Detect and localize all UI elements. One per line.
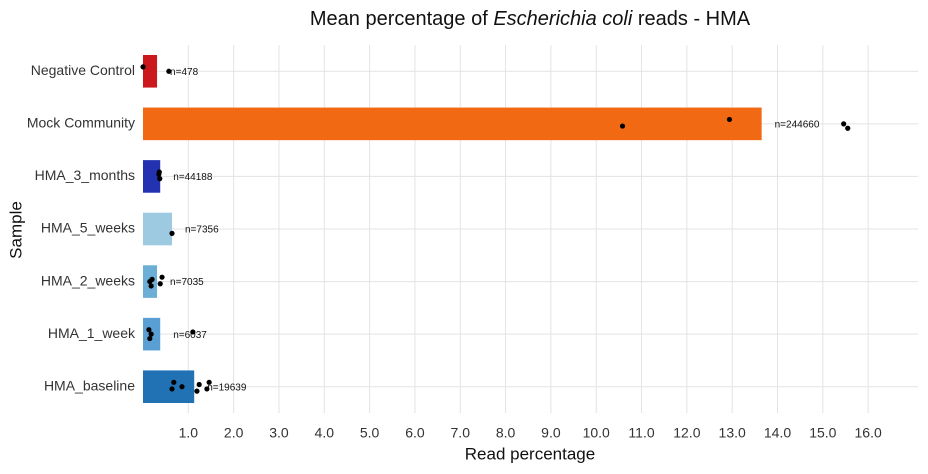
data-point bbox=[204, 386, 210, 392]
bar bbox=[143, 160, 161, 193]
x-tick-label: 6.0 bbox=[405, 425, 425, 441]
data-point bbox=[149, 276, 155, 282]
data-point bbox=[157, 176, 163, 182]
bar bbox=[143, 212, 173, 246]
bar bbox=[143, 107, 762, 141]
y-tick-label: HMA_1_week bbox=[48, 325, 136, 341]
count-label: n=7035 bbox=[170, 277, 204, 288]
x-tick-label: 11.0 bbox=[628, 425, 654, 441]
x-tick-label: 10.0 bbox=[583, 425, 610, 441]
y-tick-label: Mock Community bbox=[27, 115, 135, 131]
data-point bbox=[148, 331, 154, 337]
data-point bbox=[841, 121, 847, 127]
y-tick-label: HMA_2_weeks bbox=[41, 272, 135, 288]
data-point bbox=[146, 327, 152, 333]
y-tick-label: HMA_baseline bbox=[44, 377, 135, 393]
data-point bbox=[190, 329, 196, 335]
x-tick-label: 15.0 bbox=[809, 425, 836, 441]
count-label: n=7356 bbox=[185, 225, 219, 236]
data-point bbox=[159, 274, 165, 280]
data-point bbox=[196, 381, 202, 388]
data-point bbox=[148, 283, 154, 289]
data-point bbox=[619, 123, 626, 129]
y-tick-label: HMA_3_months bbox=[35, 167, 135, 183]
x-tick-label: 3.0 bbox=[269, 425, 289, 441]
title-part: reads - HMA bbox=[632, 8, 750, 30]
x-tick-label: 1.0 bbox=[179, 425, 199, 441]
chart-title: Mean percentage of Escherichia coli read… bbox=[310, 8, 751, 30]
data-point bbox=[169, 386, 175, 392]
x-tick-label: 7.0 bbox=[451, 425, 471, 441]
x-tick-label: 4.0 bbox=[315, 425, 335, 441]
count-label: n=244660 bbox=[775, 119, 820, 130]
x-tick-label: 14.0 bbox=[764, 425, 791, 441]
data-point bbox=[140, 64, 146, 70]
data-point bbox=[206, 379, 212, 385]
bar bbox=[143, 54, 158, 88]
data-point bbox=[166, 68, 172, 74]
x-tick-label: 9.0 bbox=[541, 425, 561, 441]
data-point bbox=[169, 230, 175, 236]
data-point bbox=[845, 125, 851, 131]
data-point bbox=[194, 388, 200, 394]
x-tick-label: 12.0 bbox=[673, 425, 700, 441]
title-part: Mean percentage of bbox=[310, 8, 493, 30]
x-tick-label: 13.0 bbox=[719, 425, 746, 441]
count-label: n=6037 bbox=[173, 330, 207, 341]
y-tick-label: HMA_5_weeks bbox=[41, 220, 135, 236]
x-tick-label: 5.0 bbox=[360, 425, 380, 441]
y-tick-label: Negative Control bbox=[31, 62, 135, 78]
x-axis-label: Read percentage bbox=[465, 444, 595, 463]
count-label: n=44188 bbox=[173, 172, 213, 183]
title-part: Escherichia coli bbox=[493, 8, 633, 30]
count-label: n=478 bbox=[170, 67, 199, 78]
x-tick-label: 8.0 bbox=[496, 425, 516, 441]
x-tick-label: 2.0 bbox=[224, 425, 244, 441]
y-axis-label: Sample bbox=[6, 201, 25, 259]
data-point bbox=[156, 169, 162, 175]
bar bbox=[143, 370, 195, 404]
data-point bbox=[147, 335, 153, 342]
count-label: n=19639 bbox=[207, 382, 247, 393]
data-point bbox=[157, 281, 163, 287]
x-tick-label: 16.0 bbox=[855, 425, 882, 441]
data-point bbox=[179, 384, 185, 390]
data-point bbox=[171, 379, 177, 385]
data-point bbox=[726, 116, 733, 123]
